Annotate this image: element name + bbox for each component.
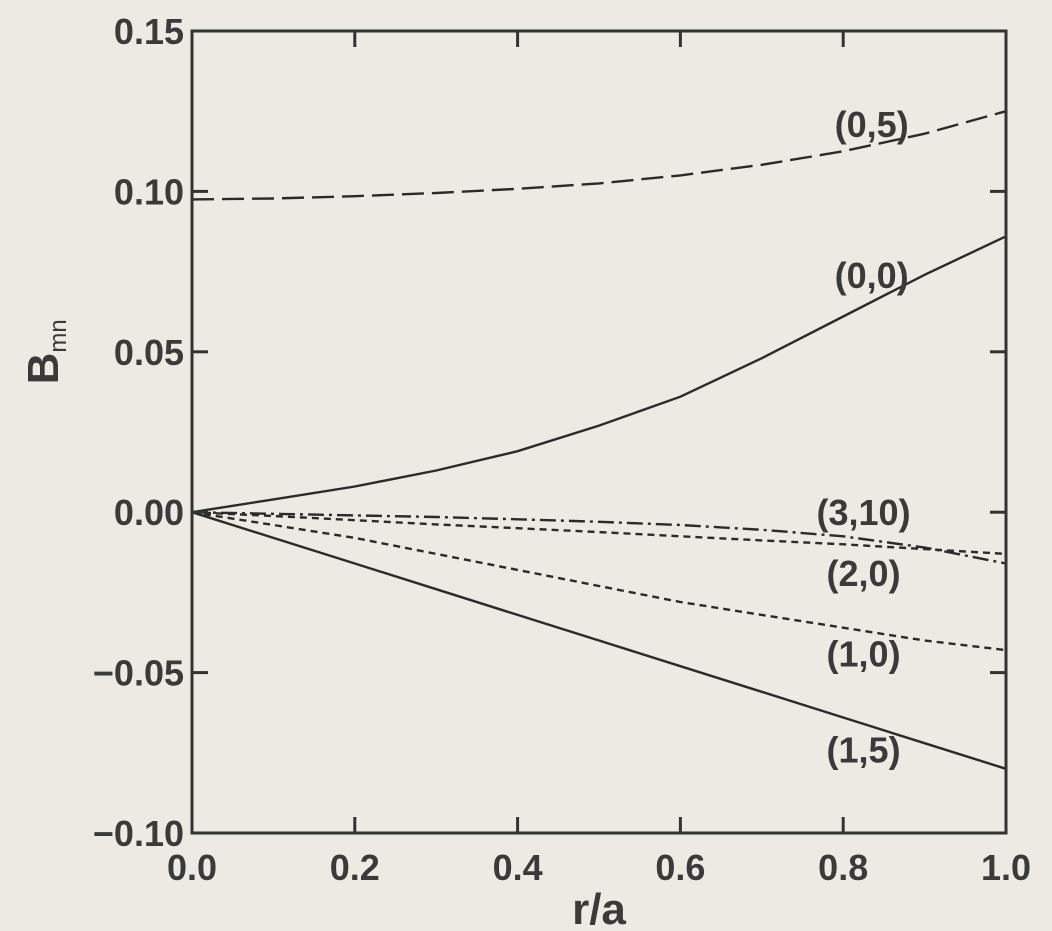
y-tick-label: −0.05	[93, 653, 184, 694]
plot-frame	[190, 29, 1008, 835]
x-axis-title: r/a	[572, 885, 626, 931]
x-tick-label: 0.8	[818, 847, 868, 888]
series-layer	[191, 110, 1007, 770]
x-tick-label: 0.0	[167, 847, 217, 888]
series-label-4: (1,0)	[827, 633, 901, 674]
x-tick-label: 1.0	[981, 847, 1031, 888]
x-tick-label: 0.4	[493, 847, 543, 888]
series-label-1: (0,0)	[835, 255, 909, 296]
series-line-0	[191, 110, 1007, 201]
x-tick-label: 0.2	[330, 847, 380, 888]
series-label-3: (2,0)	[827, 553, 901, 594]
y-tick-label: 0.15	[114, 11, 184, 52]
series-line-5	[191, 511, 1007, 770]
series-line-4	[191, 511, 1007, 652]
y-tick-label: 0.00	[114, 492, 184, 533]
y-tick-label: 0.10	[114, 171, 184, 212]
series-label-2: (3,10)	[817, 492, 911, 533]
series-label-0: (0,5)	[835, 104, 909, 145]
series-label-layer: (0,5) (0,0) (3,10) (2,0) (1,0) (1,5)	[817, 104, 911, 771]
x-tick-label: 0.6	[655, 847, 705, 888]
tick-layer: 0.0 0.2 0.4 0.6 0.8 1.0 −0.10 −0.05 0.00 0.05 0.10…	[93, 11, 1031, 888]
series-line-2	[191, 511, 1007, 565]
y-axis-title: Bmn	[19, 319, 72, 384]
y-tick-label: 0.05	[114, 332, 184, 373]
series-line-3	[191, 511, 1007, 556]
series-label-5: (1,5)	[827, 730, 901, 771]
series-line-1	[191, 235, 1007, 514]
y-axis-title-subscript: mn	[45, 319, 72, 352]
y-tick-label: −0.10	[93, 813, 184, 854]
y-axis-title-main: B	[19, 353, 68, 385]
